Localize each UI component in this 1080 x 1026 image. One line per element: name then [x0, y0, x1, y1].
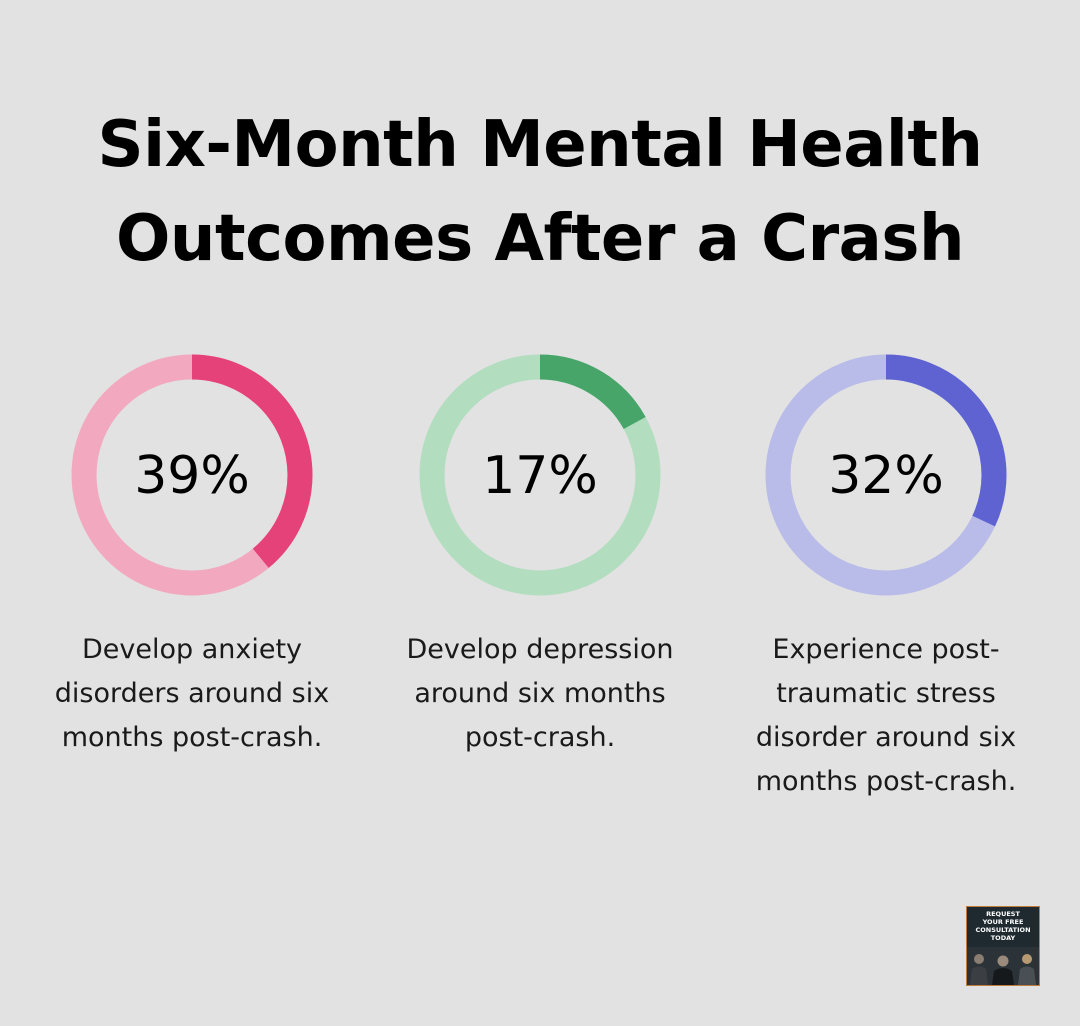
- desc-line: disorder around six: [755, 722, 1017, 753]
- donut-chart-anxiety: 39%: [71, 354, 313, 596]
- donut-arc-ptsd: [765, 354, 1007, 596]
- stat-anxiety: 39% Develop anxiety disorders around six…: [42, 350, 342, 760]
- donut-arc-depression: [419, 354, 661, 596]
- desc-line: Develop depression: [406, 634, 674, 665]
- stat-depression: 17% Develop depression around six months…: [390, 350, 690, 760]
- badge-text: REQUEST YOUR FREE CONSULTATION TODAY: [975, 910, 1031, 942]
- donut-chart-ptsd: 32%: [765, 354, 1007, 596]
- stat-value-anxiety: 39%: [134, 446, 250, 506]
- team-photo-thumbnail: [967, 947, 1039, 985]
- stat-description-anxiety: Develop anxiety disorders around six mon…: [42, 628, 342, 760]
- desc-line: Develop anxiety: [81, 634, 303, 665]
- page-title: Six-Month Mental Health Outcomes After a…: [40, 98, 1040, 286]
- stat-ptsd: 32% Experience post- traumatic stress di…: [736, 350, 1036, 804]
- desc-line: traumatic stress: [776, 678, 996, 709]
- desc-line: months post-crash.: [755, 766, 1017, 797]
- desc-line: months post-crash.: [61, 722, 323, 753]
- stat-description-depression: Develop depression around six months pos…: [390, 628, 690, 760]
- desc-line: Experience post-: [772, 634, 1000, 665]
- stat-description-ptsd: Experience post- traumatic stress disord…: [736, 628, 1036, 804]
- title-line-2: Outcomes After a Crash: [116, 202, 965, 276]
- stat-value-depression: 17%: [482, 446, 598, 506]
- stat-value-ptsd: 32%: [828, 446, 944, 506]
- donut-arc-anxiety: [71, 354, 313, 596]
- desc-line: disorders around six: [54, 678, 330, 709]
- title-line-1: Six-Month Mental Health: [97, 108, 983, 182]
- desc-line: post-crash.: [464, 722, 616, 753]
- consultation-badge[interactable]: REQUEST YOUR FREE CONSULTATION TODAY: [966, 906, 1040, 986]
- desc-line: around six months: [414, 678, 666, 709]
- donut-chart-depression: 17%: [419, 354, 661, 596]
